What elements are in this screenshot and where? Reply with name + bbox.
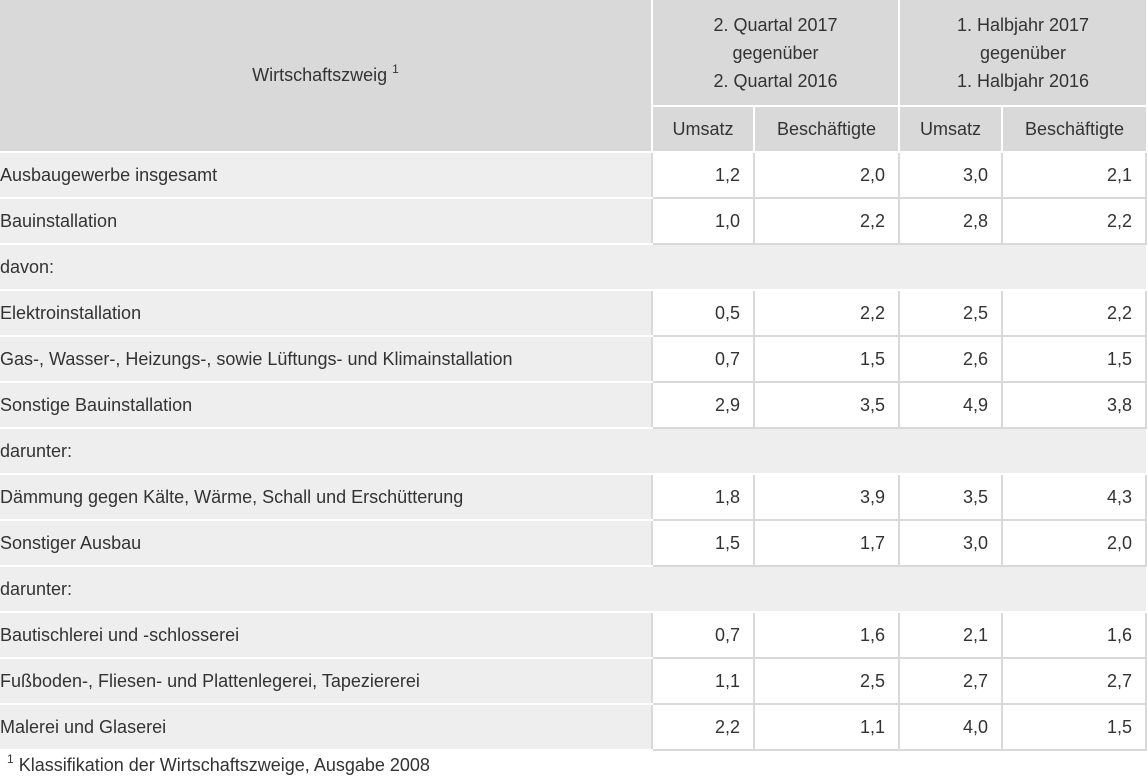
cell-value: 1,6 [753,612,899,659]
footnote-text: Klassifikation der Wirtschaftszweige, Au… [18,755,430,775]
cell-value: 2,7 [1001,658,1147,705]
cell-value: 2,6 [898,336,1002,383]
row-group-label: darunter: [0,428,652,475]
header-period-halfyear-line: 1. Halbjahr 2016 [956,70,1090,91]
row-group-label: davon: [0,244,652,291]
cell-value: 2,2 [1001,290,1147,337]
row-spacer [652,428,1146,475]
cell-value: 3,5 [898,474,1002,521]
row-group-label: darunter: [0,566,652,613]
cell-value: 3,8 [1001,382,1147,429]
cell-value: 4,3 [1001,474,1147,521]
cell-value: 1,5 [1001,704,1147,751]
cell-value: 3,5 [753,382,899,429]
cell-value: 1,1 [753,704,899,751]
header-period-halfyear-line: 1. Halbjahr 2017 [956,14,1090,35]
header-sub-umsatz: Umsatz [898,106,1002,153]
cell-value: 2,8 [898,198,1002,245]
cell-value: 2,5 [753,658,899,705]
row-label: Ausbaugewerbe insgesamt [0,152,652,199]
row-label: Sonstige Bauinstallation [0,382,652,429]
header-branch-label: Wirtschaftszweig [252,64,388,85]
row-label: Elektroinstallation [0,290,652,337]
cell-value: 2,1 [898,612,1002,659]
cell-value: 1,5 [1001,336,1147,383]
footnote-mark: 1 [7,752,14,766]
table-row: Elektroinstallation 0,5 2,2 2,5 2,2 [0,290,1147,337]
row-label: Bauinstallation [0,198,652,245]
row-spacer [652,244,1146,291]
statistics-table: Wirtschaftszweig 1 2. Quartal 2017 gegen… [0,0,1147,751]
cell-value: 3,0 [898,152,1002,199]
header-sub-beschaeftigte: Beschäftigte [1001,106,1146,153]
header-period-halfyear: 1. Halbjahr 2017 gegenüber 1. Halbjahr 2… [898,0,1146,107]
cell-value: 1,5 [651,520,754,567]
cell-value: 3,0 [898,520,1002,567]
table-row: Fußboden-, Fliesen- und Plattenlegerei, … [0,658,1147,705]
cell-value: 2,2 [651,704,754,751]
table-row: Ausbaugewerbe insgesamt 1,2 2,0 3,0 2,1 [0,152,1147,199]
header-branch: Wirtschaftszweig 1 [0,0,652,153]
cell-value: 2,0 [753,152,899,199]
cell-value: 3,9 [753,474,899,521]
cell-value: 1,6 [1001,612,1147,659]
row-spacer [652,566,1146,613]
table-row: Bauinstallation 1,0 2,2 2,8 2,2 [0,198,1147,245]
header-period-quarter-line: 2. Quartal 2017 [713,14,838,35]
cell-value: 2,2 [1001,198,1147,245]
cell-value: 2,2 [753,290,899,337]
row-label: Bautischlerei und -schlosserei [0,612,652,659]
header-row-periods: Wirtschaftszweig 1 2. Quartal 2017 gegen… [0,0,1146,153]
cell-value: 2,2 [753,198,899,245]
row-label: Malerei und Glaserei [0,704,652,751]
row-label: Fußboden-, Fliesen- und Plattenlegerei, … [0,658,652,705]
table-row: Sonstige Bauinstallation 2,9 3,5 4,9 3,8 [0,382,1147,429]
header-sub-beschaeftigte: Beschäftigte [753,106,899,153]
cell-value: 1,2 [651,152,754,199]
table-body: Ausbaugewerbe insgesamt 1,2 2,0 3,0 2,1 … [0,152,1147,751]
cell-value: 4,9 [898,382,1002,429]
table-group-row: darunter: [0,428,1146,475]
row-label: Dämmung gegen Kälte, Wärme, Schall und E… [0,474,652,521]
cell-value: 1,1 [651,658,754,705]
cell-value: 1,0 [651,198,754,245]
table-row: Malerei und Glaserei 2,2 1,1 4,0 1,5 [0,704,1147,751]
header-period-quarter-line: gegenüber [732,42,819,63]
header-row-measures: Umsatz Beschäftigte Umsatz Beschäftigte [0,106,1146,153]
cell-value: 4,0 [898,704,1002,751]
table-group-row: darunter: [0,566,1146,613]
header-period-halfyear-line: gegenüber [979,42,1067,63]
cell-value: 0,5 [651,290,754,337]
cell-value: 0,7 [651,612,754,659]
table-row: Dämmung gegen Kälte, Wärme, Schall und E… [0,474,1147,521]
cell-value: 2,7 [898,658,1002,705]
table-group-row: davon: [0,244,1146,291]
header-sub-umsatz: Umsatz [651,106,754,153]
header-period-quarter-line: 2. Quartal 2016 [713,70,838,91]
row-label: Gas-, Wasser-, Heizungs-, sowie Lüftungs… [0,336,652,383]
cell-value: 1,7 [753,520,899,567]
cell-value: 0,7 [651,336,754,383]
row-label: Sonstiger Ausbau [0,520,652,567]
cell-value: 2,0 [1001,520,1147,567]
table-row: Bautischlerei und -schlosserei 0,7 1,6 2… [0,612,1147,659]
table-row: Gas-, Wasser-, Heizungs-, sowie Lüftungs… [0,336,1147,383]
cell-value: 1,5 [753,336,899,383]
cell-value: 1,8 [651,474,754,521]
header-period-quarter: 2. Quartal 2017 gegenüber 2. Quartal 201… [651,0,899,107]
cell-value: 2,1 [1001,152,1147,199]
footnote: 1 Klassifikation der Wirtschaftszweige, … [7,752,430,776]
cell-value: 2,5 [898,290,1002,337]
header-footnote-mark: 1 [392,61,399,76]
cell-value: 2,9 [651,382,754,429]
table-row: Sonstiger Ausbau 1,5 1,7 3,0 2,0 [0,520,1147,567]
